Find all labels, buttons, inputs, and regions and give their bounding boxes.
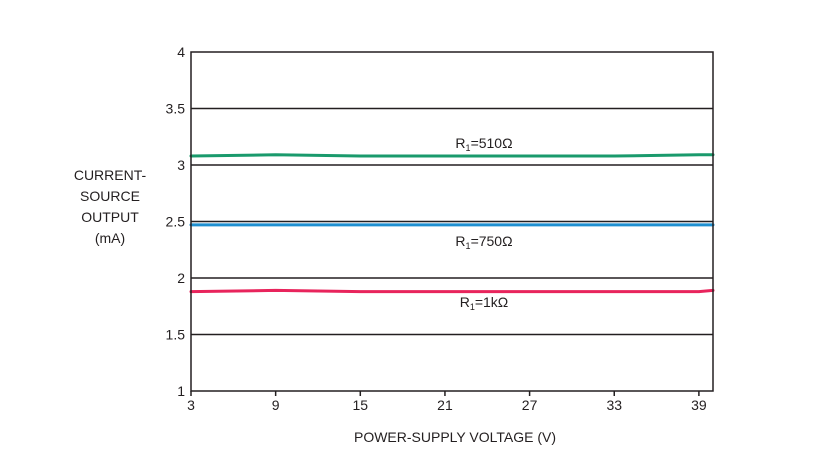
x-tick-label: 27 bbox=[522, 397, 538, 413]
y-tick-label: 2 bbox=[177, 270, 185, 286]
y-axis-title: CURRENT- SOURCE OUTPUT (mA) bbox=[74, 167, 147, 246]
label-layer: R1=510Ω R1=750Ω R1=1kΩ bbox=[455, 135, 512, 312]
y-tick-label: 2.5 bbox=[166, 214, 186, 230]
series-label-2: R1=1kΩ bbox=[460, 294, 509, 312]
series-label-0: R1=510Ω bbox=[455, 135, 512, 153]
y-tick-label: 4 bbox=[177, 44, 185, 60]
series-line-2 bbox=[189, 288, 715, 294]
series-layer bbox=[189, 153, 715, 294]
y-tick-label: 3.5 bbox=[166, 101, 186, 117]
x-tick-label: 21 bbox=[437, 397, 453, 413]
plot-frame bbox=[190, 51, 714, 392]
y-axis-title-line: CURRENT- bbox=[74, 167, 147, 183]
x-tick-label: 39 bbox=[691, 397, 707, 413]
y-axis-title-line: (mA) bbox=[95, 230, 125, 246]
y-tick-label: 1.5 bbox=[166, 327, 186, 343]
tick-layer: 11.522.533.543 9 15 21 27 33 39 bbox=[166, 44, 707, 413]
x-tick-label: 33 bbox=[606, 397, 622, 413]
y-tick-label: 3 bbox=[177, 157, 185, 173]
y-axis-title-line: OUTPUT bbox=[81, 209, 139, 225]
y-tick-label: 1 bbox=[177, 383, 185, 399]
x-tick-label: 9 bbox=[272, 397, 280, 413]
series-label-1: R1=750Ω bbox=[455, 233, 512, 251]
series-line-0 bbox=[189, 153, 715, 158]
x-tick-label: 15 bbox=[353, 397, 369, 413]
y-axis-title-line: SOURCE bbox=[80, 188, 140, 204]
grid-layer bbox=[191, 107, 713, 336]
x-tick-label: 3 bbox=[187, 397, 195, 413]
x-axis-title: POWER-SUPPLY VOLTAGE (V) bbox=[354, 429, 556, 445]
